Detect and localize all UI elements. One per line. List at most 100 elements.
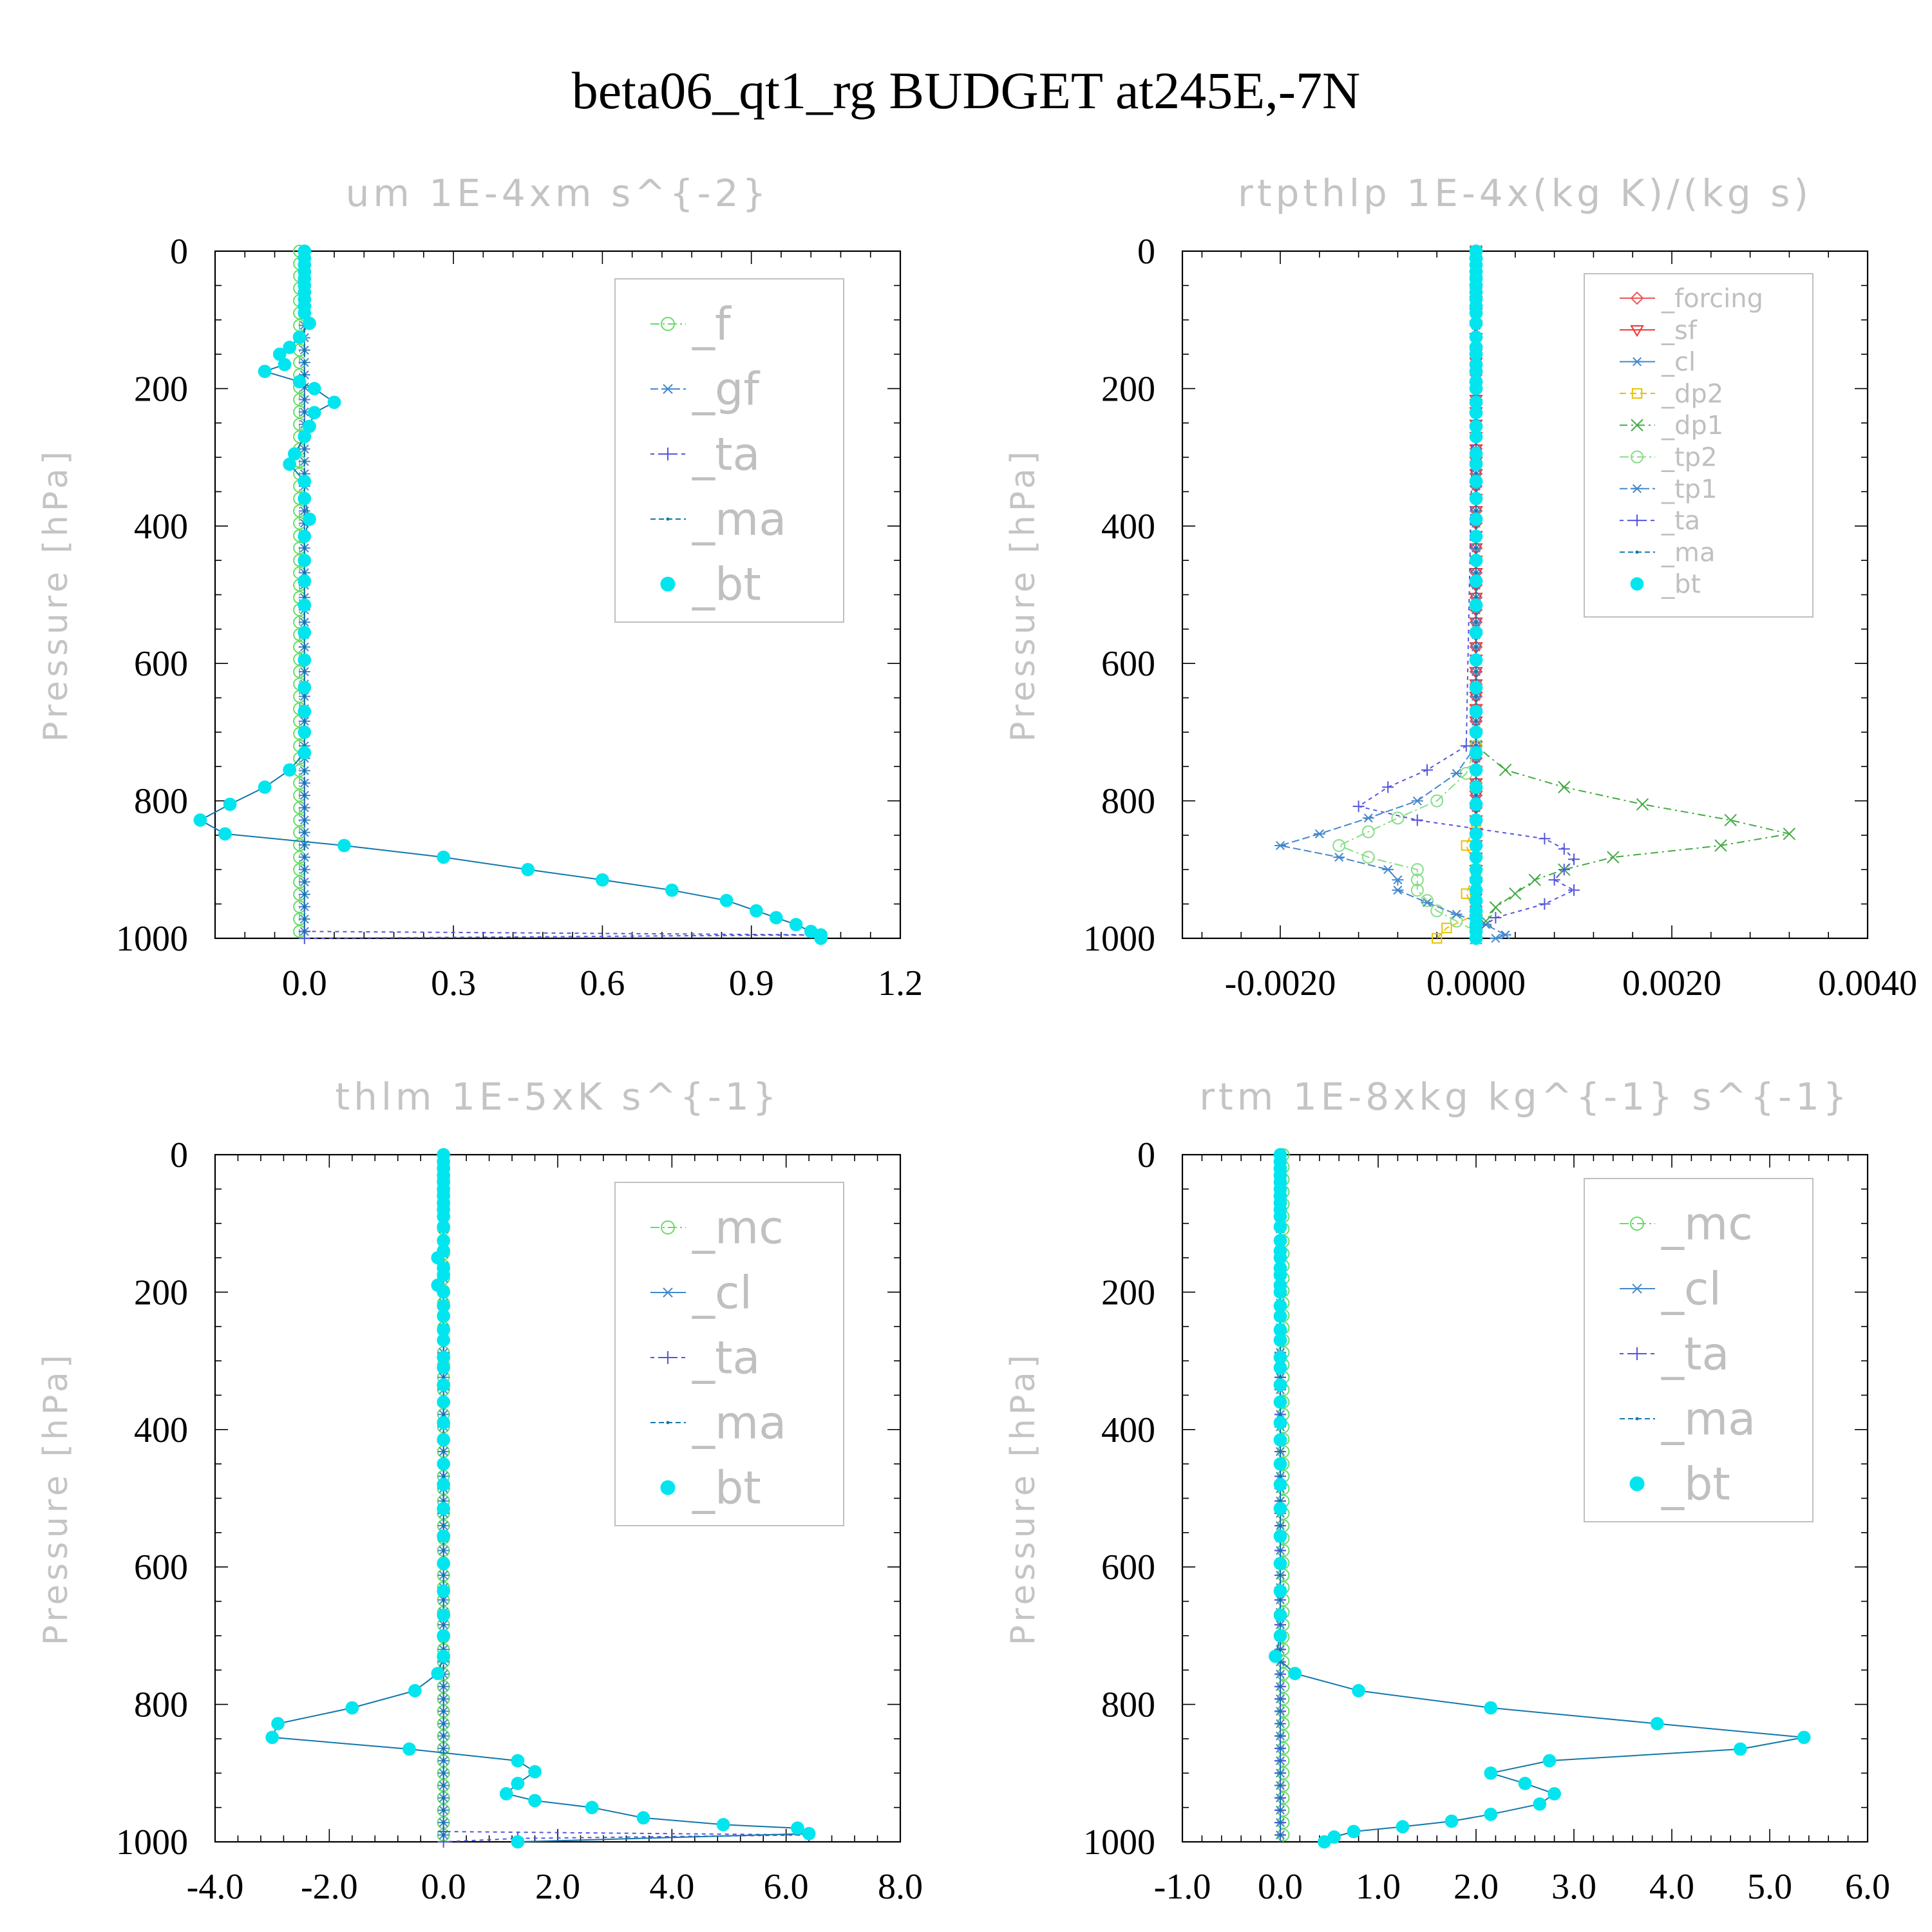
bt-point — [1469, 850, 1483, 864]
legend-entry-bt: _bt — [660, 558, 761, 611]
bt-point — [1469, 625, 1483, 639]
y-tick-label: 400 — [1101, 1410, 1155, 1450]
circle-marker — [1332, 838, 1346, 852]
y-tick-label: 600 — [134, 644, 188, 684]
bt-point — [1734, 1742, 1747, 1756]
bt-point — [1273, 1477, 1287, 1492]
bt-point — [499, 1786, 513, 1801]
bt-point — [1469, 347, 1483, 361]
legend-entry-ta: _ta — [1620, 506, 1700, 536]
bt-point — [1469, 382, 1483, 395]
bt-point — [431, 1251, 445, 1265]
plus-marker — [1631, 515, 1643, 527]
dot-marker — [303, 917, 307, 921]
bt-point — [408, 1683, 422, 1698]
dot-marker — [303, 806, 307, 810]
bt-point — [1469, 330, 1483, 344]
bt-point — [1542, 1754, 1557, 1768]
bt-point — [802, 1826, 816, 1841]
bt-point — [585, 1801, 599, 1814]
series-line — [1357, 251, 1576, 938]
x-tick-label: 4.0 — [1649, 1867, 1694, 1907]
legend: _mc _cl _ta _ma _bt — [614, 1182, 844, 1526]
x-tick-label: 4.0 — [649, 1867, 694, 1907]
bt-point — [437, 1361, 451, 1375]
bt-point — [303, 316, 316, 330]
bt-point — [1469, 598, 1483, 612]
dot-marker — [442, 1721, 446, 1725]
x-tick-label: 6.0 — [764, 1867, 809, 1907]
bt-point — [1469, 457, 1483, 471]
bt-point — [298, 574, 312, 588]
x-tick-label: 0.0 — [421, 1867, 466, 1907]
bt-point — [1469, 873, 1483, 887]
plus-marker — [661, 448, 674, 460]
asterisk-marker — [1382, 865, 1394, 875]
bt-point — [298, 553, 312, 567]
bt-point — [437, 1309, 451, 1323]
panel-title: rtpthlp 1E-4x(kg K)/(kg s) — [1238, 171, 1812, 215]
bt-point — [437, 1529, 451, 1543]
bt-point — [1273, 1309, 1287, 1323]
bt-point — [660, 1480, 676, 1495]
asterisk-marker — [1631, 1283, 1643, 1294]
bt-point — [1484, 1701, 1498, 1715]
legend-entry-tp2: _tp2 — [1620, 443, 1718, 473]
asterisk-marker — [1362, 813, 1374, 823]
bt-point — [1469, 862, 1483, 876]
plus-marker — [1411, 814, 1423, 826]
bt-point — [1469, 316, 1483, 330]
legend-label: _gf — [692, 363, 760, 416]
bt-point — [1318, 1835, 1331, 1849]
asterisk-marker — [1421, 898, 1433, 907]
legend-label: _tp1 — [1661, 475, 1718, 504]
cross-marker — [1783, 828, 1796, 840]
dot-marker — [1278, 1808, 1282, 1812]
bt-point — [791, 1821, 804, 1835]
circle-marker — [1630, 1217, 1644, 1231]
asterisk-marker — [1450, 909, 1463, 919]
bt-point — [402, 1742, 416, 1756]
dot-marker — [303, 397, 307, 401]
bt-point — [288, 447, 301, 461]
bt-point — [437, 1649, 451, 1663]
legend-label: _ta — [1661, 506, 1700, 536]
triangle-down-marker — [1630, 325, 1644, 337]
dot-marker — [303, 509, 307, 513]
legend-label: _ta — [692, 1332, 760, 1385]
legend-label: _ta — [692, 428, 760, 481]
x-tick-label: 0.3 — [431, 963, 476, 1003]
bt-point — [437, 850, 451, 864]
dot-marker — [1278, 1697, 1282, 1701]
bt-point — [1273, 1209, 1287, 1224]
asterisk-marker — [1333, 853, 1345, 862]
dot-marker — [303, 880, 307, 884]
y-tick-label: 400 — [1101, 507, 1155, 547]
bt-point — [437, 1433, 451, 1447]
x-tick-label: 2.0 — [1454, 1867, 1499, 1907]
y-tick-label: 200 — [1101, 1273, 1155, 1312]
bt-point — [437, 1477, 451, 1492]
bt-point — [1469, 553, 1483, 567]
dot-marker — [666, 1421, 670, 1425]
bt-point — [1273, 1285, 1287, 1299]
bt-point — [511, 1776, 525, 1790]
dot-marker — [303, 893, 307, 896]
legend-entry-cl: _cl — [1620, 348, 1696, 377]
legend-label: _dp2 — [1661, 379, 1723, 409]
bt-point — [1347, 1824, 1361, 1839]
bt-point — [307, 406, 321, 420]
cross-marker — [1489, 901, 1502, 914]
bt-point — [1469, 529, 1483, 544]
y-tick-label: 0 — [1137, 1135, 1155, 1175]
legend: _mc _cl _ta _ma _bt — [1584, 1178, 1814, 1522]
bt-point — [1469, 838, 1483, 853]
bt-point — [1629, 1476, 1645, 1492]
bt-point — [218, 827, 232, 841]
circle-marker — [1430, 904, 1444, 918]
legend-entry-bt: _bt — [660, 1462, 761, 1515]
legend-label: _ma — [692, 1397, 786, 1450]
legend-entry-bt: _bt — [1630, 570, 1701, 600]
bt-point — [511, 1754, 525, 1768]
bt-point — [298, 475, 312, 488]
